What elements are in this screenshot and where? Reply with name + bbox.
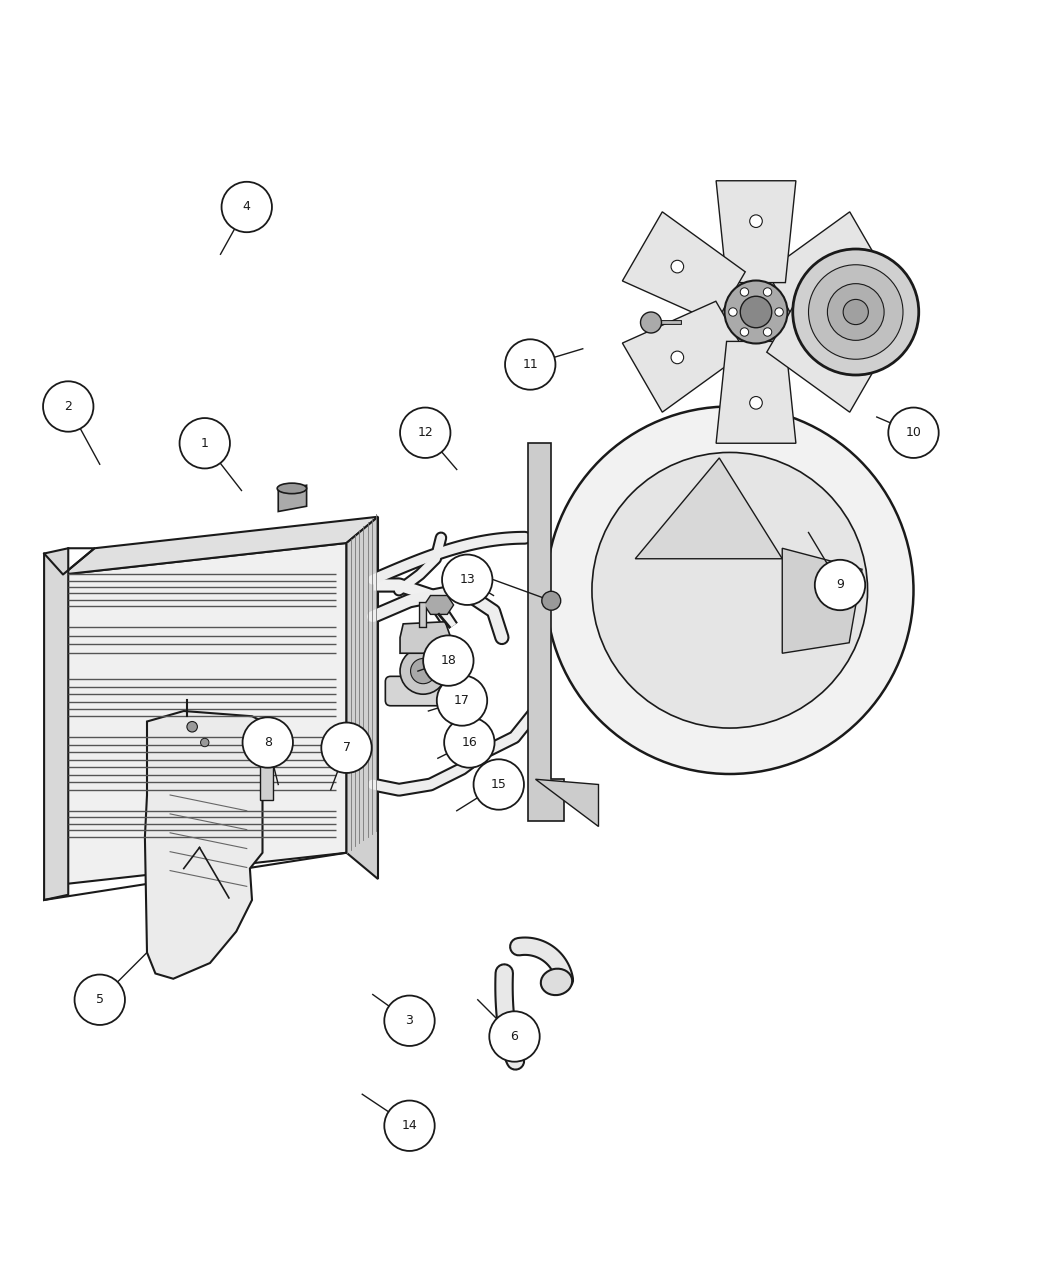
Polygon shape [145,711,273,979]
Circle shape [671,351,684,363]
Polygon shape [260,755,273,801]
Circle shape [474,760,524,810]
Text: 15: 15 [490,778,507,790]
Ellipse shape [541,969,572,994]
Circle shape [740,328,749,337]
Text: 10: 10 [905,426,922,440]
Circle shape [750,215,762,227]
Polygon shape [528,444,564,821]
Circle shape [400,648,446,694]
Circle shape [400,408,450,458]
Text: 17: 17 [454,694,470,708]
Text: 4: 4 [243,200,251,213]
Circle shape [243,718,293,768]
Circle shape [43,381,93,432]
Circle shape [815,560,865,611]
Polygon shape [623,212,746,323]
Text: 12: 12 [418,426,433,440]
Text: 8: 8 [264,736,272,748]
Circle shape [750,397,762,409]
Circle shape [437,676,487,725]
Circle shape [671,260,684,273]
Polygon shape [346,516,378,878]
Polygon shape [766,301,889,412]
Circle shape [592,453,867,728]
Circle shape [187,722,197,732]
Circle shape [827,283,884,340]
Circle shape [828,351,841,363]
Circle shape [444,718,495,768]
Text: 6: 6 [510,1030,519,1043]
Polygon shape [716,181,796,283]
Circle shape [843,300,868,325]
Circle shape [775,307,783,316]
Text: 5: 5 [96,993,104,1006]
Polygon shape [623,301,746,412]
Polygon shape [536,779,598,826]
Circle shape [808,265,903,360]
Circle shape [384,1100,435,1151]
Circle shape [384,996,435,1046]
Circle shape [423,635,474,686]
Circle shape [489,1011,540,1062]
Circle shape [729,307,737,316]
Polygon shape [424,595,454,615]
Text: 9: 9 [836,579,844,592]
Circle shape [740,288,749,296]
Text: 13: 13 [460,574,475,586]
Text: 1: 1 [201,437,209,450]
Circle shape [442,555,492,604]
Polygon shape [400,622,453,653]
Circle shape [75,974,125,1025]
Text: 11: 11 [523,358,538,371]
Circle shape [321,723,372,773]
Text: 14: 14 [401,1119,418,1132]
Circle shape [724,280,788,343]
Circle shape [763,328,772,337]
Circle shape [542,592,561,611]
Polygon shape [782,548,862,653]
Circle shape [763,288,772,296]
Polygon shape [766,212,889,323]
Text: 16: 16 [462,736,477,748]
Ellipse shape [277,483,307,493]
Circle shape [180,418,230,468]
Circle shape [888,408,939,458]
FancyBboxPatch shape [385,676,454,706]
Circle shape [740,296,772,328]
Circle shape [201,738,209,747]
Circle shape [222,182,272,232]
Polygon shape [278,486,307,511]
Circle shape [505,339,555,390]
Polygon shape [635,458,782,558]
Circle shape [546,407,914,774]
Circle shape [640,312,662,333]
Polygon shape [716,342,796,444]
Polygon shape [63,516,378,575]
Circle shape [828,260,841,273]
Text: 18: 18 [440,654,457,667]
Text: 7: 7 [342,741,351,755]
Polygon shape [44,548,68,900]
Polygon shape [63,543,346,885]
Text: 2: 2 [64,400,72,413]
Circle shape [411,658,436,683]
Text: 3: 3 [405,1014,414,1028]
Circle shape [793,249,919,375]
